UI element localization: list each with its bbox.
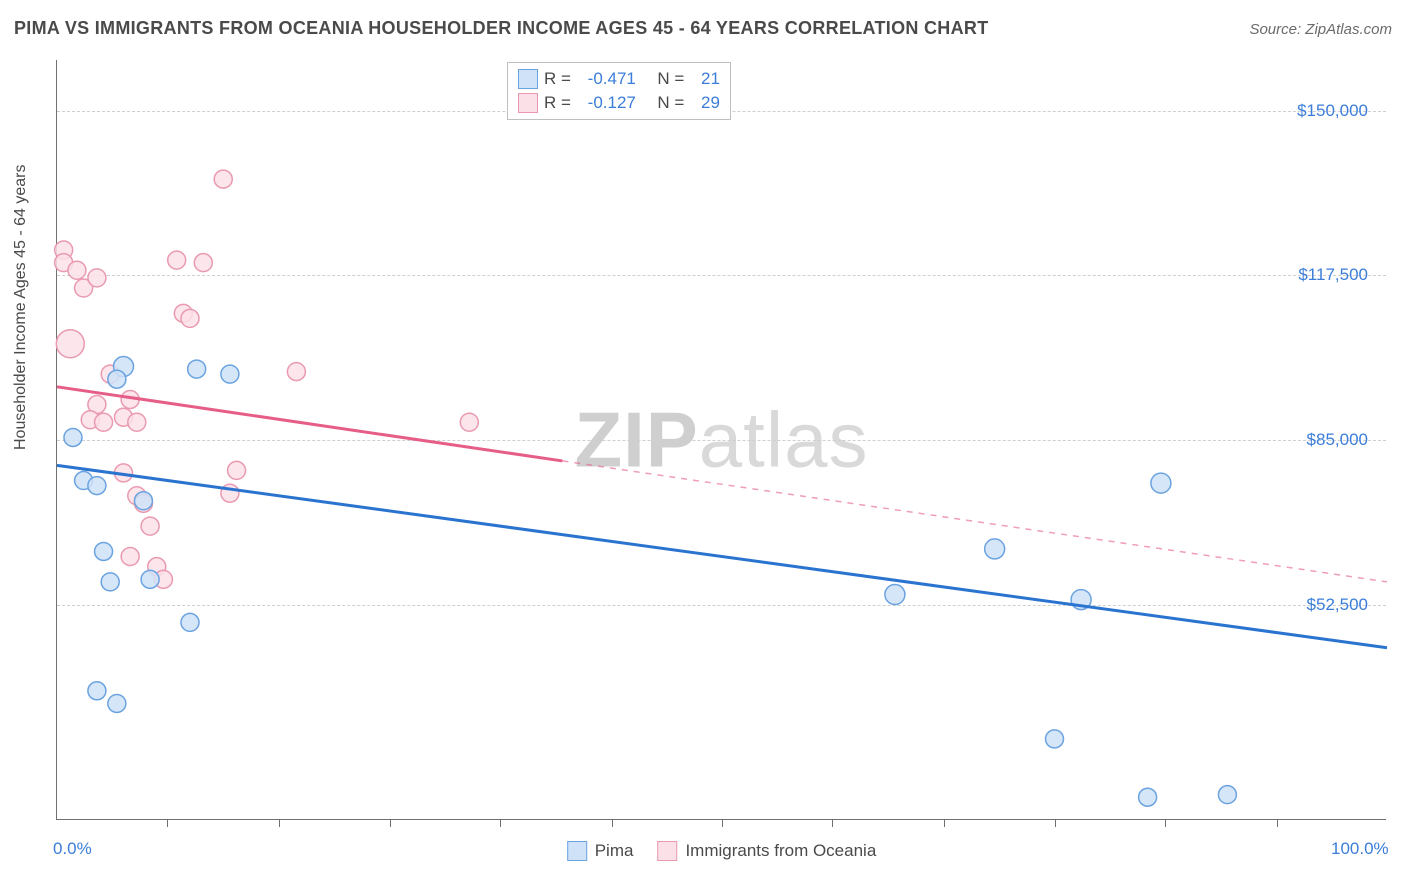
data-point — [56, 330, 84, 358]
data-point — [214, 170, 232, 188]
legend-swatch-icon — [657, 841, 677, 861]
data-point — [1218, 786, 1236, 804]
data-point — [134, 492, 152, 510]
x-tick — [1165, 819, 1166, 827]
legend-label: Immigrants from Oceania — [685, 841, 876, 861]
data-point — [1139, 788, 1157, 806]
data-point — [88, 682, 106, 700]
legend-row-pima: R = -0.471 N = 21 — [518, 67, 720, 91]
data-point — [460, 413, 478, 431]
legend-label: Pima — [595, 841, 634, 861]
x-tick — [500, 819, 501, 827]
legend-swatch-pima — [518, 69, 538, 89]
data-point — [181, 613, 199, 631]
data-point — [95, 413, 113, 431]
data-point — [287, 363, 305, 381]
series-legend: Pima Immigrants from Oceania — [567, 841, 877, 861]
trend-line — [57, 465, 1387, 647]
correlation-legend: R = -0.471 N = 21 R = -0.127 N = 29 — [507, 62, 731, 120]
data-point — [141, 570, 159, 588]
chart-title: PIMA VS IMMIGRANTS FROM OCEANIA HOUSEHOL… — [14, 18, 989, 39]
data-point — [188, 360, 206, 378]
data-point — [1046, 730, 1064, 748]
n-value-pima: 21 — [701, 69, 720, 89]
plot-area: ZIPatlas $52,500$85,000$117,500$150,000 … — [56, 60, 1386, 820]
data-point — [95, 542, 113, 560]
legend-row-oceania: R = -0.127 N = 29 — [518, 91, 720, 115]
data-point — [194, 254, 212, 272]
data-point — [108, 370, 126, 388]
data-point — [128, 413, 146, 431]
x-tick-label: 100.0% — [1331, 839, 1389, 859]
data-point — [88, 477, 106, 495]
x-tick — [722, 819, 723, 827]
data-point — [181, 309, 199, 327]
r-value-pima: -0.471 — [588, 69, 636, 89]
y-axis-label: Householder Income Ages 45 - 64 years — [12, 165, 30, 451]
data-point — [1151, 473, 1171, 493]
legend-swatch-oceania — [518, 93, 538, 113]
data-point — [168, 251, 186, 269]
x-tick — [612, 819, 613, 827]
n-value-oceania: 29 — [701, 93, 720, 113]
legend-item: Pima — [567, 841, 634, 861]
data-point — [885, 585, 905, 605]
x-tick — [167, 819, 168, 827]
x-tick — [279, 819, 280, 827]
source-label: Source: ZipAtlas.com — [1249, 21, 1392, 38]
data-point — [121, 548, 139, 566]
data-point — [88, 269, 106, 287]
r-value-oceania: -0.127 — [588, 93, 636, 113]
data-point — [64, 428, 82, 446]
trend-line-dashed — [562, 461, 1387, 582]
legend-swatch-icon — [567, 841, 587, 861]
data-point — [985, 539, 1005, 559]
data-point — [141, 517, 159, 535]
x-tick — [1055, 819, 1056, 827]
x-tick — [832, 819, 833, 827]
x-tick-label: 0.0% — [53, 839, 92, 859]
x-tick — [944, 819, 945, 827]
data-point — [228, 461, 246, 479]
scatter-svg — [57, 60, 1386, 819]
x-tick — [390, 819, 391, 827]
data-point — [108, 694, 126, 712]
data-point — [101, 573, 119, 591]
data-point — [68, 261, 86, 279]
x-tick — [1277, 819, 1278, 827]
legend-item: Immigrants from Oceania — [657, 841, 876, 861]
data-point — [221, 365, 239, 383]
